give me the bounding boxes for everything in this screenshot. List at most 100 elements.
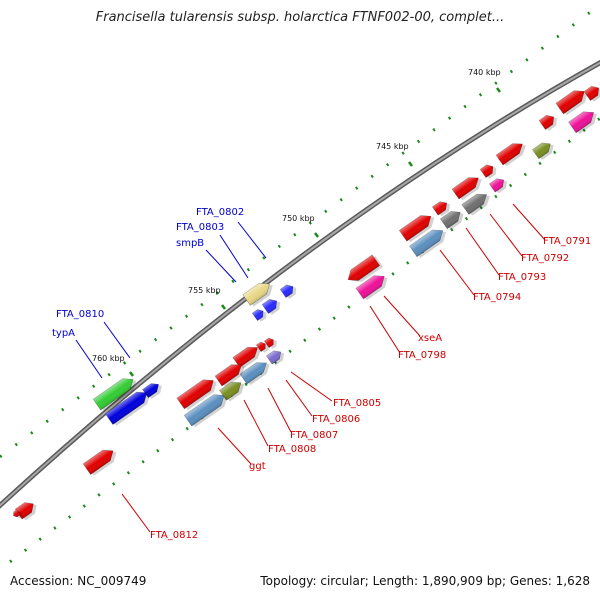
- gene-gray[interactable]: [461, 188, 494, 216]
- gene-blue[interactable]: [261, 295, 283, 316]
- gene-red-reverse[interactable]: [344, 254, 384, 288]
- leader-FTA_0798: [369, 305, 401, 354]
- inner-tick: [170, 437, 175, 442]
- gene-label-FTA_0808[interactable]: FTA_0808: [268, 444, 316, 455]
- inner-tick: [97, 493, 101, 497]
- gene-red[interactable]: [232, 341, 265, 369]
- gene-red[interactable]: [451, 172, 485, 201]
- outer-tick: [107, 372, 111, 377]
- leader-ggt: [217, 427, 252, 465]
- gene-red[interactable]: [583, 82, 600, 103]
- inner-tick: [508, 183, 513, 188]
- inner-tick: [53, 526, 57, 530]
- inner-tick: [82, 504, 86, 508]
- outer-tick: [587, 11, 591, 15]
- outer-tick: [138, 349, 142, 354]
- outer-tick: [0, 454, 3, 458]
- gene-pink[interactable]: [488, 175, 510, 195]
- inner-tick: [347, 305, 351, 309]
- gene-red[interactable]: [214, 359, 248, 388]
- gene-red[interactable]: [495, 138, 529, 167]
- gene-label-FTA_0805[interactable]: FTA_0805: [333, 398, 381, 409]
- gene-gray-2[interactable]: [439, 206, 467, 231]
- gene-green[interactable]: [92, 373, 140, 412]
- inner-tick: [288, 349, 292, 354]
- gene-olive[interactable]: [219, 377, 248, 403]
- major-tick: [314, 232, 319, 238]
- gene-label-smpB[interactable]: smpB: [176, 238, 204, 249]
- gene-pink[interactable]: [568, 106, 600, 135]
- inner-tick: [156, 448, 160, 453]
- leader-smpB: [205, 249, 237, 283]
- gene-red[interactable]: [538, 111, 560, 132]
- gene-red[interactable]: [479, 161, 499, 180]
- inner-tick: [464, 216, 469, 221]
- gene-red[interactable]: [264, 335, 279, 350]
- kbp-label-745: 745 kbp: [376, 142, 409, 151]
- outer-tick: [231, 279, 235, 284]
- gene-red[interactable]: [14, 498, 40, 522]
- major-tick: [408, 161, 413, 167]
- gene-pink[interactable]: [355, 270, 391, 301]
- label-leaders: [75, 203, 546, 533]
- gene-label-FTA_0793[interactable]: FTA_0793: [498, 272, 546, 283]
- gene-olive[interactable]: [532, 138, 556, 161]
- gene-steel[interactable]: [183, 389, 231, 428]
- gene-blue[interactable]: [142, 379, 165, 400]
- outer-tick: [525, 58, 529, 62]
- gene-red[interactable]: [555, 85, 591, 116]
- gene-label-FTA_0810[interactable]: FTA_0810: [56, 309, 104, 320]
- gene-blue[interactable]: [251, 306, 269, 323]
- leader-FTA_0805: [290, 371, 333, 402]
- gene-steel[interactable]: [239, 357, 273, 386]
- outer-tick: [571, 23, 575, 27]
- gene-label-typA[interactable]: typA: [52, 328, 75, 339]
- outer-tick: [339, 197, 343, 202]
- gene-label-ggt[interactable]: ggt: [249, 461, 266, 472]
- gene-label-FTA_0792[interactable]: FTA_0792: [521, 253, 569, 264]
- gene-red[interactable]: [176, 374, 221, 411]
- gene-red[interactable]: [398, 210, 438, 244]
- outer-tick: [246, 267, 251, 272]
- gene-label-FTA_0803[interactable]: FTA_0803: [176, 222, 224, 233]
- gene-red[interactable]: [256, 339, 271, 354]
- major-tick: [221, 304, 226, 310]
- outer-tick: [45, 419, 49, 423]
- gene-label-FTA_0791[interactable]: FTA_0791: [543, 236, 591, 247]
- gene-label-FTA_0812[interactable]: FTA_0812: [150, 530, 198, 541]
- gene-red[interactable]: [82, 444, 120, 477]
- gene-label-xseA[interactable]: xseA: [418, 333, 442, 344]
- outer-tick: [324, 209, 328, 214]
- outer-tick: [432, 128, 436, 132]
- outer-tick: [463, 104, 467, 109]
- outer-tick: [556, 34, 560, 39]
- gene-blue[interactable]: [105, 386, 153, 427]
- accession-label: Accession: NC_009749: [10, 574, 147, 588]
- inner-tick: [9, 559, 13, 563]
- outer-tick: [92, 384, 96, 389]
- leader-xseA: [383, 295, 421, 337]
- outer-tick: [401, 151, 405, 155]
- leader-FTA_0794: [439, 249, 475, 296]
- gene-steel[interactable]: [409, 224, 450, 259]
- gene-red[interactable]: [431, 198, 453, 218]
- gene-purple[interactable]: [265, 347, 287, 367]
- gene-label-FTA_0806[interactable]: FTA_0806: [312, 414, 360, 425]
- outer-tick: [277, 244, 281, 249]
- outer-tick: [262, 256, 266, 260]
- gene-label-FTA_0802[interactable]: FTA_0802: [196, 207, 244, 218]
- major-tick: [496, 87, 501, 93]
- inner-tick: [538, 161, 542, 166]
- outer-tick: [416, 139, 421, 144]
- gene-label-FTA_0794[interactable]: FTA_0794: [473, 292, 521, 303]
- outer-tick: [169, 326, 173, 330]
- outer-tick: [540, 46, 545, 50]
- gene-red-small[interactable]: [12, 509, 24, 521]
- leader-FTA_0806: [285, 379, 313, 417]
- gene-sand[interactable]: [242, 277, 277, 307]
- leader-FTA_0810: [103, 321, 131, 359]
- gene-label-FTA_0798[interactable]: FTA_0798: [398, 350, 446, 361]
- gene-label-FTA_0807[interactable]: FTA_0807: [290, 430, 338, 441]
- gene-blue[interactable]: [279, 281, 299, 300]
- inner-tick: [332, 316, 336, 320]
